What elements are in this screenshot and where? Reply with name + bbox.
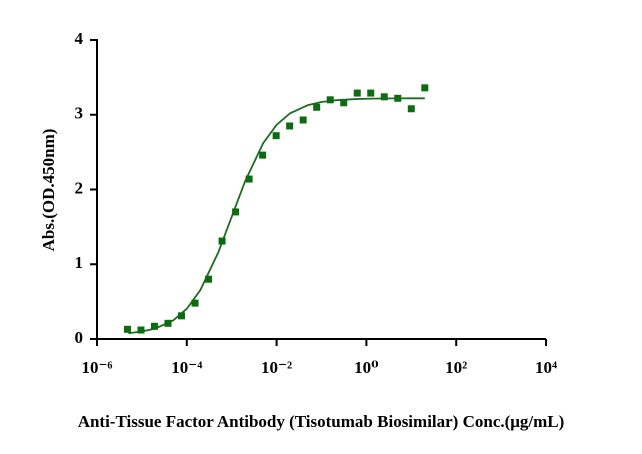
y-tick-label: 4 — [75, 29, 84, 48]
fit-curve — [128, 97, 425, 335]
data-point — [421, 84, 429, 92]
data-point — [326, 96, 334, 104]
data-point — [340, 99, 348, 107]
x-tick-label: 10⁴ — [535, 358, 557, 377]
data-point — [367, 89, 375, 97]
y-tick-label: 1 — [75, 253, 84, 272]
data-point — [164, 319, 172, 327]
data-point — [137, 326, 145, 334]
data-point — [232, 208, 240, 216]
y-axis-label: Abs.(OD.450nm) — [39, 129, 58, 252]
data-point — [259, 151, 267, 159]
data-point — [191, 299, 199, 307]
y-tick-label: 3 — [75, 104, 84, 123]
data-point — [313, 103, 321, 111]
data-point — [299, 116, 307, 124]
y-tick-label: 0 — [75, 328, 84, 347]
data-point — [205, 275, 213, 283]
data-point — [178, 312, 186, 320]
data-point — [380, 93, 388, 101]
data-point — [286, 122, 294, 130]
data-point — [218, 237, 226, 245]
data-point — [407, 105, 415, 113]
x-axis-label: Anti-Tissue Factor Antibody (Tisotumab B… — [78, 412, 565, 431]
x-tick-label: 10⁻⁴ — [171, 358, 202, 377]
x-tick-label: 10⁰ — [354, 358, 378, 377]
x-tick-label: 10⁻⁶ — [81, 358, 112, 377]
x-tick-label: 10⁻² — [261, 358, 292, 377]
data-point — [245, 175, 253, 183]
data-point — [150, 322, 158, 330]
data-point — [123, 325, 131, 333]
data-point — [272, 132, 280, 140]
x-tick-label: 10² — [445, 358, 467, 377]
y-tick-label: 2 — [75, 178, 84, 197]
data-point — [394, 94, 402, 102]
data-point — [353, 89, 361, 97]
